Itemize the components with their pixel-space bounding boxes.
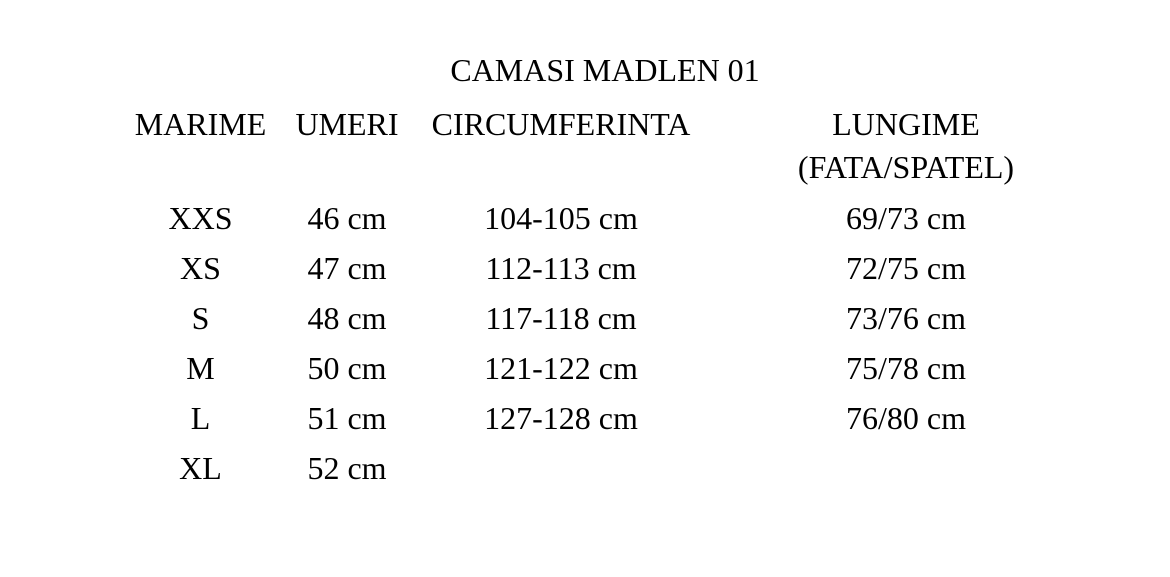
table-row: L 51 cm 127-128 cm 76/80 cm: [118, 393, 1101, 443]
cell-lungime: 73/76 cm: [846, 300, 966, 336]
cell-circumferinta: 127-128 cm: [484, 400, 638, 436]
cell-circumferinta: 112-113 cm: [485, 250, 637, 286]
cell-umeri: 47 cm: [307, 250, 387, 286]
cell-circumferinta: 117-118 cm: [485, 300, 637, 336]
size-table: MARIME UMERI CIRCUMFERINTA LUNGIME (FATA…: [118, 103, 1101, 493]
cell-marime: M: [186, 350, 215, 386]
cell-marime: S: [191, 300, 210, 336]
cell-lungime: 75/78 cm: [846, 350, 966, 386]
cell-circumferinta: 121-122 cm: [484, 350, 638, 386]
cell-marime: XL: [179, 450, 222, 486]
table-row: S 48 cm 117-118 cm 73/76 cm: [118, 293, 1101, 343]
table-row: XXS 46 cm 104-105 cm 69/73 cm: [118, 193, 1101, 243]
cell-umeri: 51 cm: [307, 400, 387, 436]
table-header-row: MARIME UMERI CIRCUMFERINTA LUNGIME (FATA…: [118, 103, 1101, 193]
col-header-lungime-line2: (FATA/SPATEL): [797, 149, 1015, 185]
cell-lungime: 69/73 cm: [846, 200, 966, 236]
cell-marime: XS: [180, 250, 221, 286]
cell-umeri: 52 cm: [307, 450, 387, 486]
cell-circumferinta: 104-105 cm: [484, 200, 638, 236]
col-header-lungime: LUNGIME (FATA/SPATEL): [711, 103, 1101, 193]
col-header-lungime-line1: LUNGIME: [832, 106, 980, 142]
cell-umeri: 48 cm: [307, 300, 387, 336]
table-row: XS 47 cm 112-113 cm 72/75 cm: [118, 243, 1101, 293]
table-row: XL 52 cm: [118, 443, 1101, 493]
cell-marime: XXS: [168, 200, 233, 236]
cell-lungime: 76/80 cm: [846, 400, 966, 436]
cell-lungime: 72/75 cm: [846, 250, 966, 286]
col-header-circumferinta: CIRCUMFERINTA: [431, 106, 691, 142]
col-header-umeri: UMERI: [295, 106, 399, 142]
col-header-marime: MARIME: [134, 106, 267, 142]
page-title: CAMASI MADLEN 01: [450, 52, 760, 88]
cell-umeri: 46 cm: [307, 200, 387, 236]
cell-marime: L: [190, 400, 211, 436]
table-row: M 50 cm 121-122 cm 75/78 cm: [118, 343, 1101, 393]
cell-umeri: 50 cm: [307, 350, 387, 386]
cell-circumferinta: [411, 443, 711, 493]
cell-lungime: [711, 443, 1101, 493]
